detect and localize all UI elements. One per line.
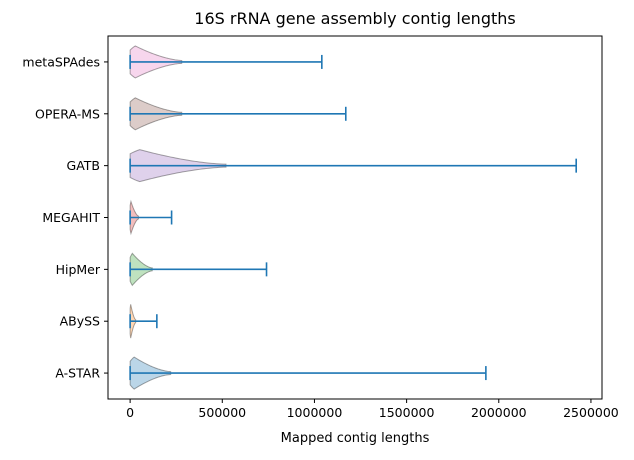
x-axis: 0 500000 1000000 1500000 2000000 2500000 [126, 399, 619, 420]
x-axis-label: Mapped contig lengths [281, 431, 430, 446]
x-tick-label-3: 1500000 [379, 405, 435, 420]
y-tick-label-metaspades: metaSPAdes [22, 54, 100, 69]
y-tick-label-megahit: MEGAHIT [42, 210, 100, 225]
x-tick-label-0: 0 [126, 405, 134, 420]
y-tick-label-abyss: ABySS [60, 314, 100, 329]
y-tick-label-gatb: GATB [67, 158, 100, 173]
y-tick-label-hipmer: HipMer [56, 262, 101, 277]
x-tick-label-1: 500000 [198, 405, 246, 420]
y-axis: A-STAR ABySS HipMer MEGAHIT GATB OPERA-MS meta… [22, 54, 108, 381]
x-tick-label-4: 2000000 [471, 405, 527, 420]
range-layer [129, 54, 577, 381]
y-tick-label-opera-ms: OPERA-MS [35, 106, 100, 121]
x-tick-label-5: 2500000 [563, 405, 619, 420]
chart-title: 16S rRNA gene assembly contig lengths [194, 9, 515, 28]
y-tick-label-a-star: A-STAR [55, 366, 100, 381]
x-tick-label-2: 1000000 [287, 405, 343, 420]
